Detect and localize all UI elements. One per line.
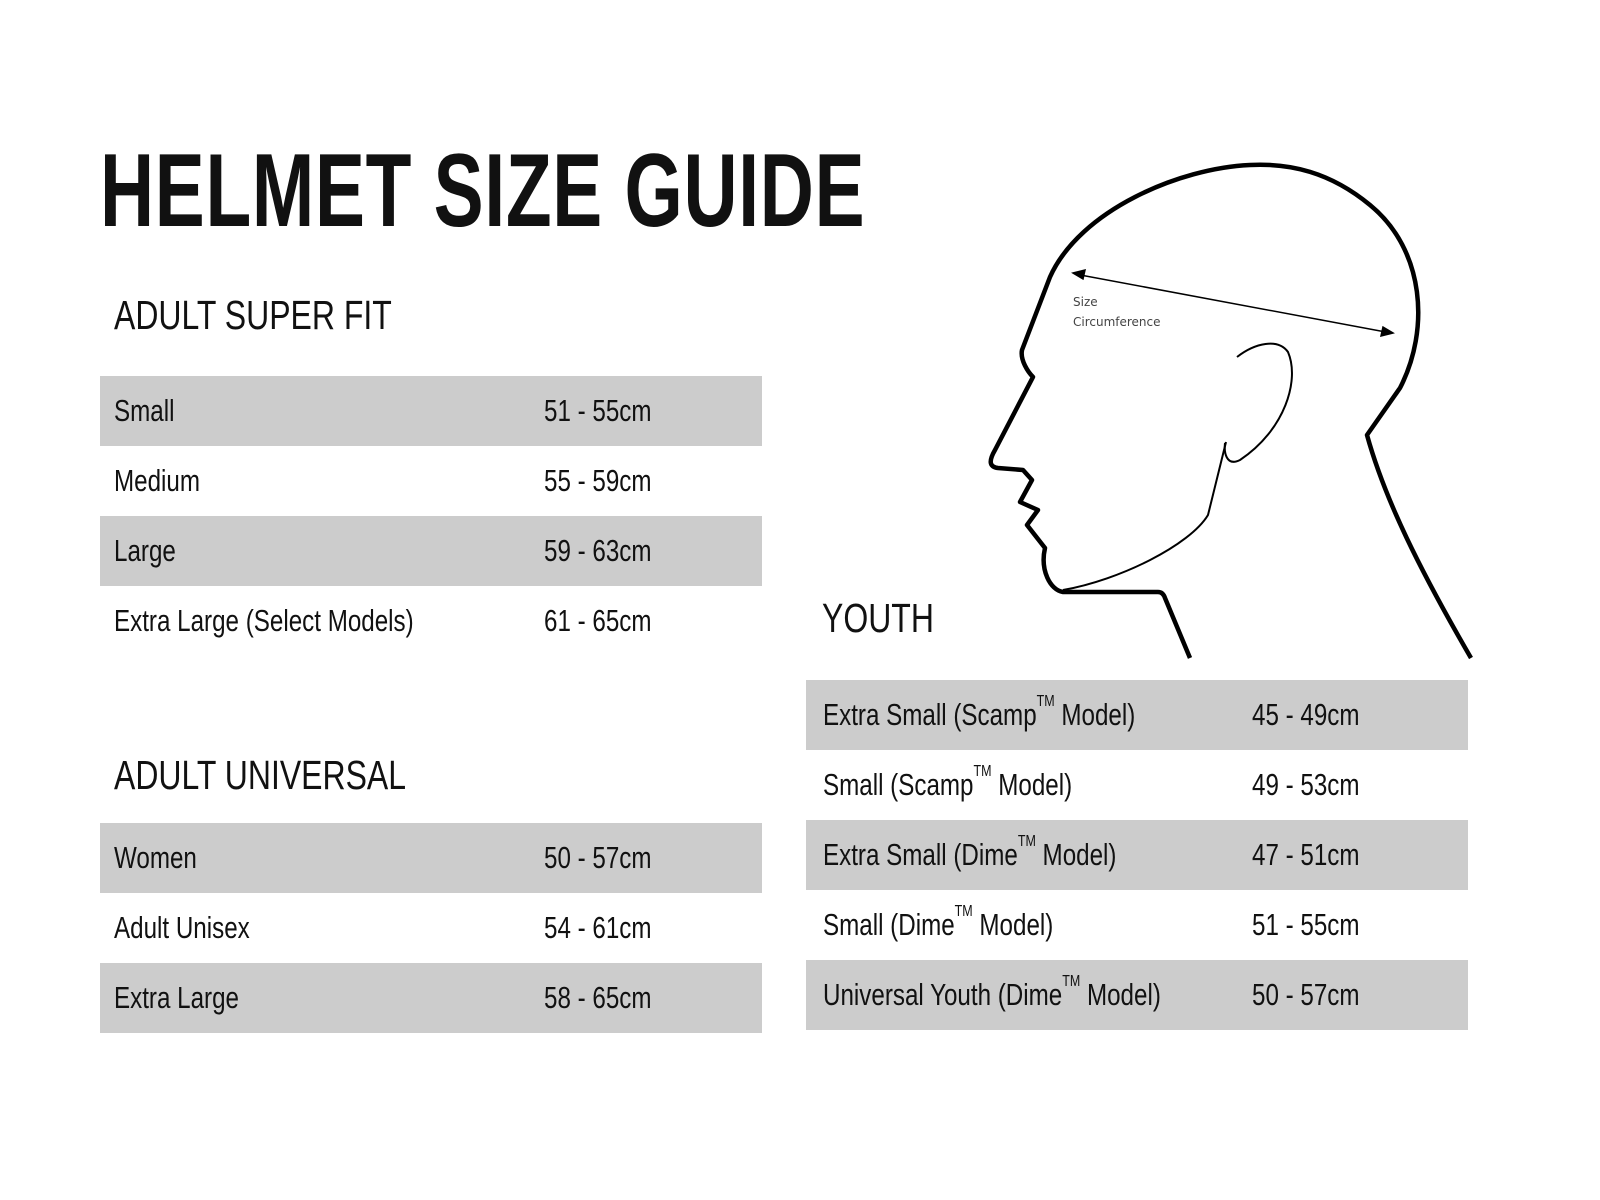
size-range: 61 - 65cm bbox=[544, 603, 652, 638]
size-range: 47 - 51cm bbox=[1252, 837, 1360, 872]
adult-universal-heading: ADULT UNIVERSAL bbox=[114, 752, 488, 799]
heading-text: ADULT SUPER FIT bbox=[114, 292, 392, 338]
size-label: Small (ScampTM Model) bbox=[823, 763, 1073, 803]
size-label: Extra Small (DimeTM Model) bbox=[823, 833, 1117, 873]
table-row: Adult Unisex 54 - 61cm bbox=[100, 893, 762, 963]
label-text: Model) bbox=[1035, 837, 1117, 872]
table-row: Small (ScampTM Model) 49 - 53cm bbox=[806, 750, 1468, 820]
size-range: 51 - 55cm bbox=[544, 393, 652, 428]
table-row: Large 59 - 63cm bbox=[100, 516, 762, 586]
label-text: Extra Small (Scamp bbox=[823, 697, 1037, 732]
size-range: 54 - 61cm bbox=[544, 910, 652, 945]
label-text: Small (Scamp bbox=[823, 767, 974, 802]
size-label: Medium bbox=[114, 463, 201, 498]
label-text: Universal Youth (Dime bbox=[823, 977, 1063, 1012]
table-row: Extra Large 58 - 65cm bbox=[100, 963, 762, 1033]
ear bbox=[1223, 342, 1293, 463]
size-label: Women bbox=[114, 840, 197, 875]
table-row: Extra Small (DimeTM Model) 47 - 51cm bbox=[806, 820, 1468, 890]
table-row: Extra Large (Select Models) 61 - 65cm bbox=[100, 586, 762, 656]
size-label: Extra Large (Select Models) bbox=[114, 603, 414, 638]
label-text: Extra Small (Dime bbox=[823, 837, 1018, 872]
circumference-label: Circumference bbox=[1073, 315, 1161, 329]
page-title: HELMET SIZE GUIDE bbox=[100, 132, 1163, 251]
size-label: Large bbox=[114, 533, 176, 568]
youth-table: Extra Small (ScampTM Model) 45 - 49cm Sma… bbox=[806, 680, 1468, 1030]
label-text: Model) bbox=[1054, 697, 1136, 732]
circumference-arrow bbox=[1071, 268, 1395, 338]
label-text: Model) bbox=[1080, 977, 1161, 1012]
size-range: 58 - 65cm bbox=[544, 980, 652, 1015]
size-range: 49 - 53cm bbox=[1252, 767, 1360, 802]
size-label: Extra Small (ScampTM Model) bbox=[823, 693, 1136, 733]
trademark: TM bbox=[1036, 693, 1055, 710]
table-row: Small 51 - 55cm bbox=[100, 376, 762, 446]
adult-super-fit-table: Small 51 - 55cm Medium 55 - 59cm Large 59 -… bbox=[100, 376, 762, 656]
heading-text: ADULT UNIVERSAL bbox=[114, 752, 407, 798]
trademark: TM bbox=[954, 903, 973, 920]
size-range: 45 - 49cm bbox=[1252, 697, 1360, 732]
trademark: TM bbox=[1017, 833, 1036, 850]
size-label: Small (DimeTM Model) bbox=[823, 903, 1054, 943]
size-label: Universal Youth (DimeTM Model) bbox=[823, 973, 1161, 1013]
size-label: Extra Large bbox=[114, 980, 240, 1015]
table-row: Medium 55 - 59cm bbox=[100, 446, 762, 516]
head-outline bbox=[988, 162, 1473, 660]
size-range: 59 - 63cm bbox=[544, 533, 652, 568]
size-range: 50 - 57cm bbox=[544, 840, 652, 875]
youth-heading: YOUTH bbox=[822, 595, 966, 642]
table-row: Small (DimeTM Model) 51 - 55cm bbox=[806, 890, 1468, 960]
label-text: Model) bbox=[972, 907, 1054, 942]
size-label: Size bbox=[1073, 295, 1098, 309]
adult-super-fit-heading: ADULT SUPER FIT bbox=[114, 292, 470, 339]
label-text: Small (Dime bbox=[823, 907, 955, 942]
table-row: Women 50 - 57cm bbox=[100, 823, 762, 893]
adult-universal-table: Women 50 - 57cm Adult Unisex 54 - 61cm Ext… bbox=[100, 823, 762, 1033]
jaw-line bbox=[1062, 441, 1227, 591]
heading-text: YOUTH bbox=[822, 595, 934, 641]
size-label: Small bbox=[114, 393, 175, 428]
size-range: 55 - 59cm bbox=[544, 463, 652, 498]
trademark: TM bbox=[1062, 973, 1081, 990]
size-range: 50 - 57cm bbox=[1252, 977, 1360, 1012]
table-row: Universal Youth (DimeTM Model) 50 - 57cm bbox=[806, 960, 1468, 1030]
trademark: TM bbox=[973, 763, 992, 780]
label-text: Model) bbox=[991, 767, 1073, 802]
size-range: 51 - 55cm bbox=[1252, 907, 1360, 942]
size-label: Adult Unisex bbox=[114, 910, 250, 945]
page-title-text: HELMET SIZE GUIDE bbox=[100, 133, 866, 249]
table-row: Extra Small (ScampTM Model) 45 - 49cm bbox=[806, 680, 1468, 750]
